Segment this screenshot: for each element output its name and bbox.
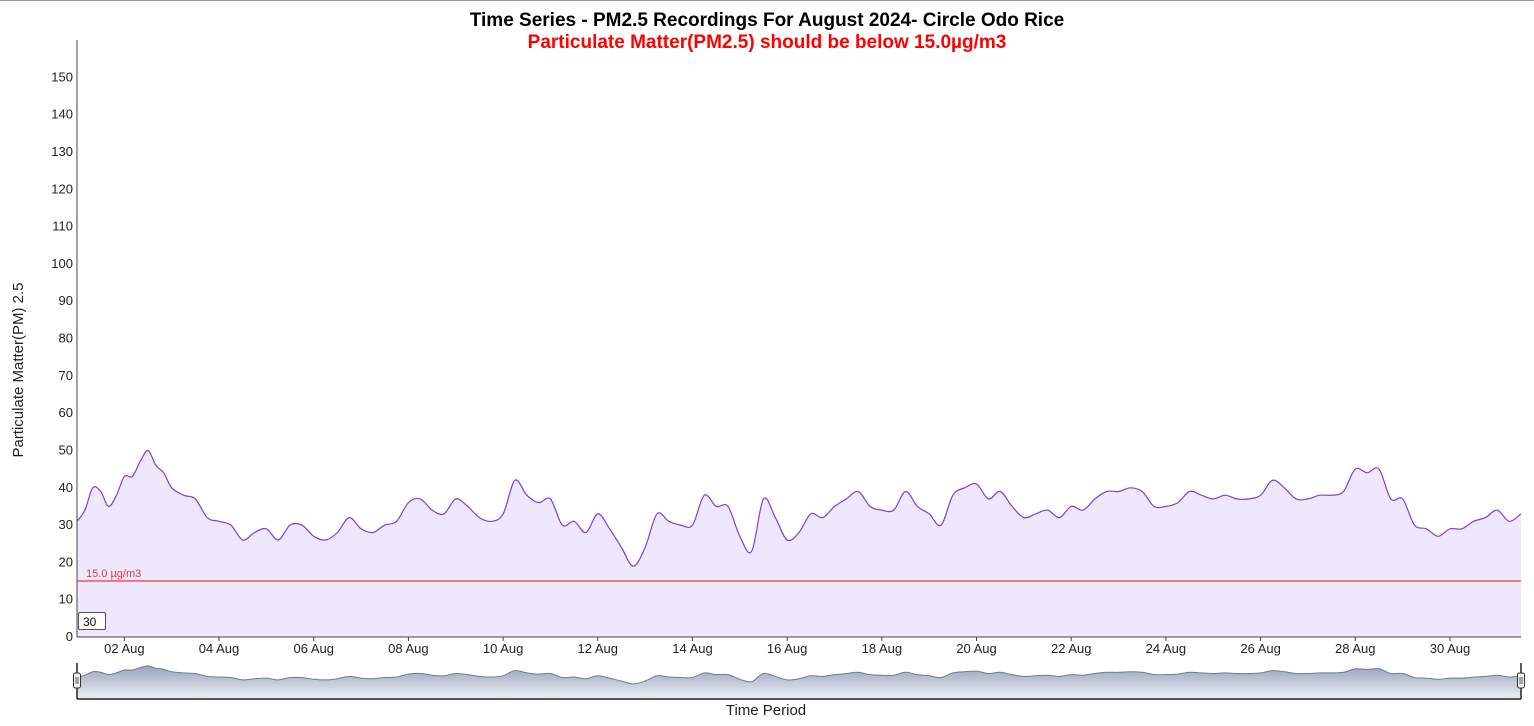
y-tick-label: 150	[51, 69, 73, 84]
y-tick-label: 0	[66, 629, 73, 644]
navigator-handle-right[interactable]	[1517, 672, 1525, 689]
x-tick-label: 20 Aug	[956, 641, 997, 656]
x-tick-label: 16 Aug	[767, 641, 808, 656]
y-tick-label: 110	[52, 219, 73, 234]
chart-titles: Time Series - PM2.5 Recordings For Augus…	[0, 10, 1534, 54]
x-axis-title: Time Period	[726, 702, 806, 719]
y-axis: 0 10 20 30 40 50 60 70 80 90 100 110 120 130 140 150	[51, 40, 78, 644]
y-tick-label: 30	[59, 517, 73, 532]
x-tick-label: 30 Aug	[1430, 641, 1471, 656]
series-line	[76, 449, 1522, 567]
y-tick-label: 80	[59, 331, 73, 346]
navigator-overview[interactable]	[73, 663, 1525, 700]
x-tick-label: 10 Aug	[483, 641, 524, 656]
x-tick-label: 06 Aug	[293, 641, 334, 656]
x-tick-label: 28 Aug	[1335, 641, 1376, 656]
y-tick-label: 70	[59, 368, 73, 383]
y-tick-label: 90	[59, 293, 73, 308]
threshold-label: 15.0 µg/m3	[86, 568, 141, 580]
x-tick-label: 04 Aug	[199, 641, 240, 656]
y-tick-label: 120	[51, 181, 73, 196]
threshold-reference: 15.0 µg/m3	[77, 568, 1521, 582]
chart-title: Time Series - PM2.5 Recordings For Augus…	[469, 10, 1065, 31]
y-tick-label: 50	[59, 442, 73, 457]
chart-subtitle: Particulate Matter(PM2.5) should be belo…	[527, 32, 1007, 53]
navigator-area	[77, 665, 1521, 699]
navigator-handle-left[interactable]	[73, 672, 81, 689]
x-tick-label: 24 Aug	[1146, 641, 1187, 656]
y-tick-label: 100	[51, 256, 73, 271]
y-tick-label: 40	[59, 480, 73, 495]
x-axis: 02 Aug 04 Aug 06 Aug 08 Aug 10 Aug 12 Aug 14 A…	[77, 636, 1521, 656]
y-tick-label: 20	[59, 554, 73, 569]
x-tick-label: 02 Aug	[104, 641, 145, 656]
series-area-fill	[77, 450, 1521, 637]
x-tick-label: 08 Aug	[388, 641, 429, 656]
y-tick-label: 130	[51, 144, 73, 159]
x-tick-label: 14 Aug	[672, 641, 713, 656]
main-area-fill	[76, 449, 1522, 637]
x-tick-label: 22 Aug	[1051, 641, 1092, 656]
y-tick-label: 10	[59, 592, 73, 607]
y-axis-title: Particulate Matter(PM) 2.5	[10, 282, 27, 457]
y-tick-label: 140	[51, 107, 73, 122]
x-tick-label: 26 Aug	[1240, 641, 1281, 656]
navigator-line	[76, 665, 1522, 685]
x-tick-label: 12 Aug	[578, 641, 619, 656]
frame-top-border	[0, 0, 1534, 1]
zoom-range-input[interactable]: 30	[78, 612, 106, 630]
y-tick-label: 60	[59, 405, 73, 420]
x-tick-label: 18 Aug	[862, 641, 903, 656]
